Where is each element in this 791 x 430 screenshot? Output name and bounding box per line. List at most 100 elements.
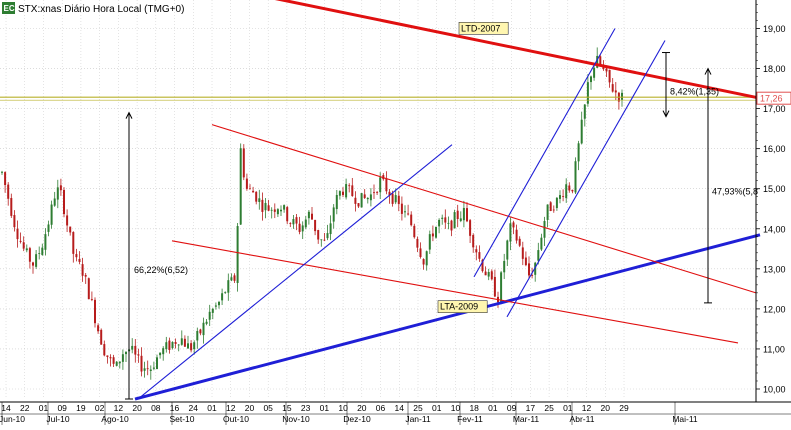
candle-body xyxy=(599,56,602,65)
x-day-label: 10 xyxy=(338,403,348,413)
candle-body xyxy=(165,342,168,350)
candle-body xyxy=(134,345,137,355)
candle-body xyxy=(487,272,490,277)
candle-body xyxy=(301,225,304,232)
candle-body xyxy=(531,275,534,276)
candle-body xyxy=(261,199,264,212)
candle-body xyxy=(245,178,248,189)
candle-body xyxy=(227,280,230,293)
x-day-label: 10 xyxy=(451,403,461,413)
candle-body xyxy=(611,84,614,92)
ec-icon-text: EC xyxy=(4,4,15,13)
candle-body xyxy=(506,240,509,260)
candle-body xyxy=(509,223,512,242)
candle-body xyxy=(537,250,540,261)
candle-body xyxy=(385,178,388,192)
candle-body xyxy=(7,184,10,199)
candle-body xyxy=(574,161,577,193)
candle-body xyxy=(351,185,354,197)
candle-body xyxy=(168,340,171,350)
candle-body xyxy=(230,277,233,281)
x-day-label: 09 xyxy=(57,403,67,413)
candle-body xyxy=(304,219,307,228)
candle-body xyxy=(583,104,586,119)
trendlines xyxy=(0,0,761,401)
x-day-label: 25 xyxy=(413,403,423,413)
candle-body xyxy=(342,191,344,195)
x-day-label: 22 xyxy=(20,403,30,413)
trendline-label: LTD-2007 xyxy=(461,23,500,33)
y-tick-label: 10,00 xyxy=(763,385,786,395)
trendline xyxy=(137,144,453,400)
candle-body xyxy=(109,357,112,359)
x-month-label: Fev-11 xyxy=(457,414,483,424)
candle-body xyxy=(273,209,276,212)
candle-body xyxy=(140,355,143,372)
candle-body xyxy=(376,192,379,193)
candle-body xyxy=(214,305,217,307)
candle-body xyxy=(131,345,134,350)
candle-body xyxy=(208,311,211,320)
candle-body xyxy=(56,187,59,200)
candle-body xyxy=(171,341,174,349)
measure-label: 8,42%(1,35) xyxy=(670,87,719,97)
measure-label: 66,22%(6,52) xyxy=(134,265,188,275)
candle-body xyxy=(614,90,617,93)
candle-body xyxy=(431,233,434,237)
x-day-label: 06 xyxy=(376,403,386,413)
candle-body xyxy=(500,272,503,303)
x-day-label: 18 xyxy=(469,403,479,413)
candle-body xyxy=(267,205,270,211)
last-price-tag-label: 17,26 xyxy=(760,94,783,104)
x-day-label: 08 xyxy=(151,403,161,413)
candle-body xyxy=(518,238,521,246)
measure-label: 47,93%(5,8 xyxy=(712,187,758,197)
candle-body xyxy=(428,234,431,250)
candle-body xyxy=(255,191,258,202)
candle-body xyxy=(159,352,162,356)
candle-body xyxy=(121,354,124,362)
candle-body xyxy=(280,209,282,212)
candle-body xyxy=(391,193,394,204)
candle-body xyxy=(162,348,165,355)
x-day-label: 01 xyxy=(563,403,573,413)
candle-body xyxy=(543,221,546,238)
candle-body xyxy=(298,223,301,232)
x-month-label: Jul-10 xyxy=(46,414,69,424)
annotations: 66,22%(6,52) 8,42%(1,35) 47,93%(5,8 LTD-200… xyxy=(134,22,758,313)
candle-body xyxy=(413,225,416,238)
candle-body xyxy=(25,248,28,251)
measure-arrow-head xyxy=(125,111,133,119)
candle-body xyxy=(369,194,372,201)
candle-body xyxy=(84,275,87,277)
candle-body xyxy=(190,343,193,351)
candle-body xyxy=(314,219,317,232)
candle-body xyxy=(146,368,149,370)
candle-body xyxy=(75,254,78,258)
candle-body xyxy=(481,259,484,272)
x-day-label: 02 xyxy=(95,403,105,413)
candle-body xyxy=(106,355,109,357)
candle-body xyxy=(13,215,16,228)
candle-body xyxy=(410,214,413,226)
candle-body xyxy=(552,209,555,211)
candle-body xyxy=(97,325,100,332)
x-day-label: 01 xyxy=(488,403,498,413)
y-tick-label: 14,00 xyxy=(763,224,786,234)
candle-body xyxy=(115,361,118,366)
candle-body xyxy=(211,308,214,313)
candle-body xyxy=(366,197,369,200)
candle-body xyxy=(586,82,589,104)
candle-body xyxy=(608,69,611,83)
x-day-label: 14 xyxy=(1,403,11,413)
x-day-label: 01 xyxy=(320,403,330,413)
x-day-label: 12 xyxy=(582,403,592,413)
candle-body xyxy=(419,248,422,258)
x-month-label: Out-10 xyxy=(223,414,249,424)
ec-icon xyxy=(2,2,15,14)
candle-body xyxy=(307,211,310,219)
candle-body xyxy=(422,259,425,265)
candle-body xyxy=(503,260,506,273)
